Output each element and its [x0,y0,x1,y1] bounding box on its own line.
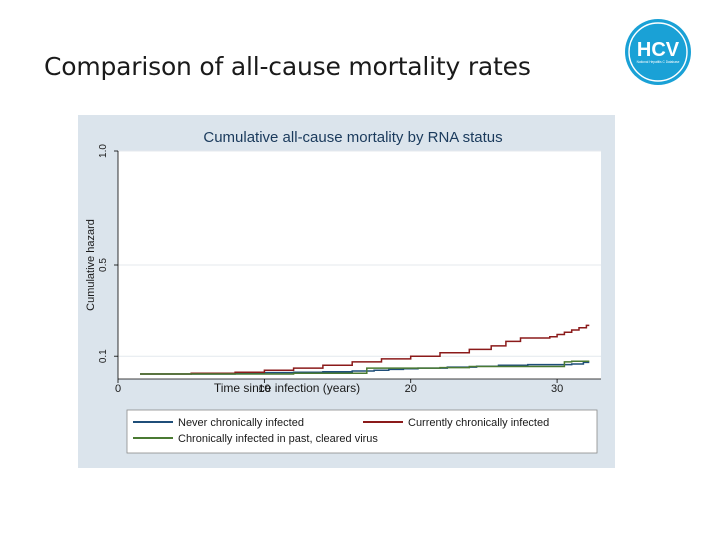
y-tick-label: 0.1 [98,349,109,363]
series-line-0 [140,361,590,375]
series-line-1 [140,324,590,375]
x-tick-label: 10 [258,383,270,395]
legend-label: Currently chronically infected [408,417,549,429]
legend: Never chronically infected Currently chro… [133,417,549,445]
hcv-logo: HCV National Hepatitis C Database [625,19,691,85]
x-tick-label: 20 [405,383,417,395]
legend-label: Never chronically infected [178,417,304,429]
logo-circle [625,19,691,85]
x-axis-label: Time since infection (years) [214,381,360,395]
y-tick-label: 1.0 [98,144,109,158]
chart-title: Cumulative all-cause mortality by RNA st… [203,129,502,146]
mortality-chart: Cumulative all-cause mortality by RNA st… [78,115,615,468]
logo-subtext: National Hepatitis C Database [637,60,680,64]
x-tick-label: 0 [115,383,121,395]
logo-text: HCV [637,39,680,61]
legend-box [126,409,598,454]
x-tick-label: 30 [551,383,563,395]
slide-title: Comparison of all-cause mortality rates [44,52,531,81]
legend-label: Chronically infected in past, cleared vi… [178,433,378,445]
grid-lines [118,150,601,357]
y-axis-label: Cumulative hazard [85,219,97,311]
y-tick-label: 0.5 [98,258,109,272]
axis-ticks: 0.1 0.5 1.0 0 10 20 30 [98,144,563,395]
series-lines [140,324,590,375]
logo-ring [628,22,688,82]
series-line-2 [140,360,590,375]
